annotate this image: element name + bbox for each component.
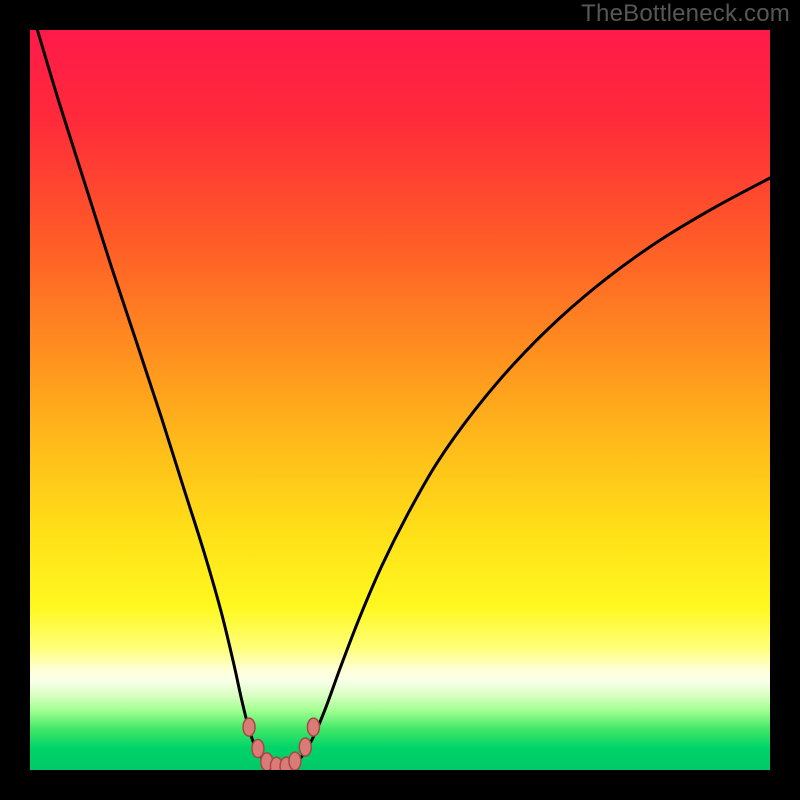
chart-svg — [30, 30, 770, 770]
plot-area — [30, 30, 770, 770]
curve-marker — [299, 738, 311, 756]
curve-marker — [243, 718, 255, 736]
gradient-background — [30, 30, 770, 770]
curve-marker — [289, 752, 301, 770]
chart-frame: TheBottleneck.com — [0, 0, 800, 800]
curve-marker — [307, 718, 319, 736]
watermark-text: TheBottleneck.com — [581, 0, 790, 28]
